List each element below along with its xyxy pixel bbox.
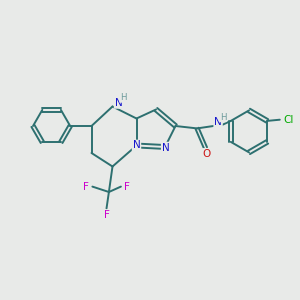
Text: H: H [220, 112, 226, 122]
Text: H: H [120, 93, 127, 102]
Text: N: N [115, 98, 122, 108]
Text: F: F [103, 210, 109, 220]
Text: F: F [124, 182, 130, 192]
Text: O: O [202, 149, 210, 159]
Text: F: F [83, 182, 89, 192]
Text: N: N [133, 140, 140, 151]
Text: N: N [214, 117, 222, 128]
Text: Cl: Cl [283, 115, 293, 125]
Text: N: N [162, 142, 170, 153]
